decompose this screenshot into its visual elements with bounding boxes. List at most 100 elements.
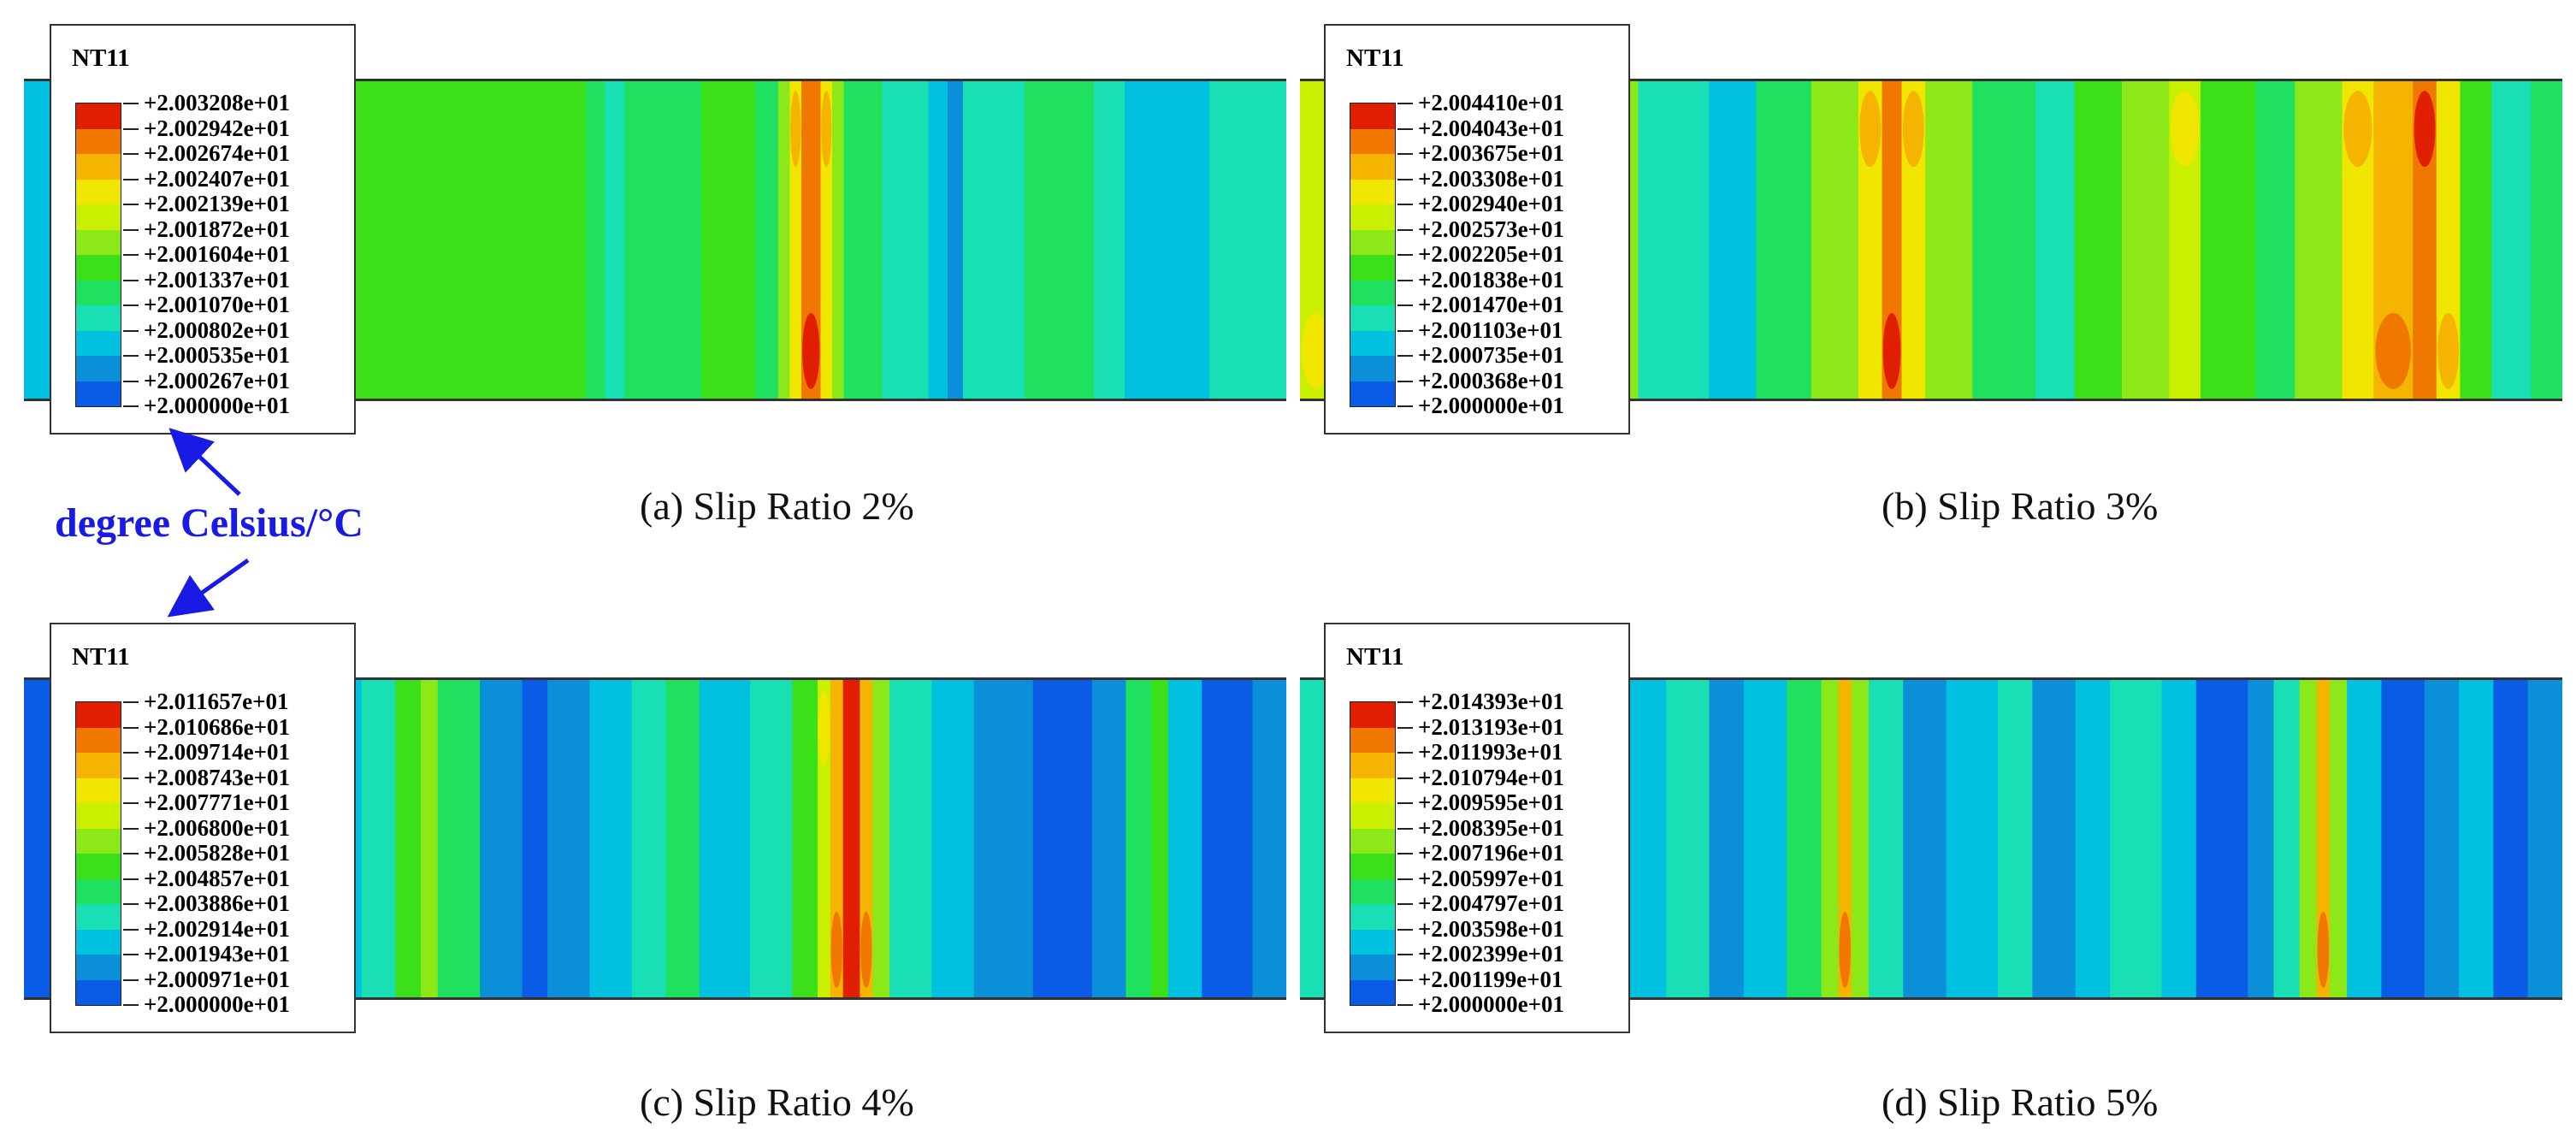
legend-label: +2.000000e+01 [1397, 991, 1564, 1018]
legend-swatch [1350, 828, 1396, 854]
legend-colorbar [75, 701, 121, 1006]
contour-band [605, 81, 626, 399]
contour-band [928, 81, 949, 399]
legend-swatch [75, 929, 121, 955]
legend-swatch [1350, 356, 1396, 381]
legend-label: +2.003675e+01 [1397, 140, 1564, 167]
contour-hotspot [790, 91, 801, 168]
contour-hotspot [2437, 312, 2460, 389]
contour-band [750, 680, 794, 997]
contour-band [589, 680, 634, 997]
contour-hotspot [2375, 312, 2411, 389]
contour-band [1202, 680, 1254, 997]
contour-band [624, 81, 703, 399]
legend-labels: +2.011657e+01 +2.010686e+01 +2.009714e+01 +… [123, 689, 290, 1018]
contour-band [1972, 81, 2037, 399]
contour-band [631, 680, 667, 997]
contour-band [1998, 680, 2034, 997]
legend-label: +2.000802e+01 [123, 317, 290, 344]
legend-d: NT11 +2.014393e+01 +2.013193e+01 +2.011993… [1324, 623, 1630, 1033]
legend-label: +2.010794e+01 [1397, 765, 1564, 791]
legend-swatch [75, 803, 121, 829]
legend-label: +2.001872e+01 [123, 216, 290, 243]
contour-band [2491, 81, 2532, 399]
legend-colorbar [1350, 701, 1396, 1006]
legend-label: +2.002407e+01 [123, 166, 290, 192]
legend-label: +2.000267e+01 [123, 368, 290, 394]
contour-band [1756, 81, 1813, 399]
legend-swatch [75, 229, 121, 255]
legend-label: +2.000971e+01 [123, 967, 290, 993]
contour-hotspot [818, 689, 830, 766]
legend-swatch [75, 777, 121, 803]
legend-label: +2.000535e+01 [123, 342, 290, 369]
contour-band [1025, 81, 1096, 399]
legend-labels: +2.003208e+01 +2.002942e+01 +2.002674e+01 +… [123, 90, 290, 419]
contour-band [1032, 680, 1094, 997]
legend-label: +2.000000e+01 [123, 393, 290, 419]
contour-band [832, 81, 845, 399]
legend-swatch [75, 979, 121, 1005]
legend-swatch [75, 128, 121, 154]
contour-hotspot [1859, 91, 1882, 168]
contour-band [361, 680, 397, 997]
contour-band [1787, 680, 1823, 997]
legend-swatch [1350, 878, 1396, 904]
legend-label: +2.004043e+01 [1397, 115, 1564, 142]
legend-a: NT11 +2.003208e+01 +2.002942e+01 +2.002674… [50, 24, 356, 435]
contour-band [2424, 680, 2461, 997]
contour-band [2074, 81, 2124, 399]
legend-label: +2.001604e+01 [123, 241, 290, 268]
contour-band [2122, 81, 2171, 399]
legend-label: +2.014393e+01 [1397, 689, 1564, 715]
legend-label: +2.003886e+01 [123, 890, 290, 917]
legend-swatch [75, 878, 121, 904]
arrow-up-icon [168, 428, 241, 496]
legend-label: +2.002399e+01 [1397, 941, 1564, 967]
contour-band [522, 680, 549, 997]
contour-band [2381, 680, 2426, 997]
legend-swatch [1350, 128, 1396, 154]
contour-band [1811, 81, 1860, 399]
legend-label: +2.001103e+01 [1397, 317, 1564, 344]
contour-band [421, 680, 440, 997]
caption-d: (d) Slip Ratio 5% [1882, 1080, 2159, 1124]
contour-band [1743, 680, 1788, 997]
legend-swatch [75, 753, 121, 778]
legend-swatch [1350, 753, 1396, 778]
contour-band [2493, 680, 2530, 997]
legend-swatch [75, 702, 121, 728]
caption-c: (c) Slip Ratio 4% [640, 1080, 914, 1124]
contour-band [1252, 680, 1286, 997]
contour-band [586, 81, 606, 399]
contour-hotspot [860, 911, 872, 988]
contour-hotspot [2317, 911, 2330, 988]
contour-band [1709, 680, 1746, 997]
legend-label: +2.001070e+01 [123, 292, 290, 318]
legend-swatch [1350, 154, 1396, 180]
contour-hotspot [802, 312, 820, 389]
contour-band [2075, 680, 2112, 997]
legend-swatch [1350, 979, 1396, 1005]
contour-hotspot [1902, 91, 1924, 168]
legend-label: +2.002914e+01 [123, 916, 290, 943]
contour-band [1151, 680, 1170, 997]
legend-label: +2.001470e+01 [1397, 292, 1564, 318]
contour-band [2347, 680, 2383, 997]
contour-band [1666, 680, 1711, 997]
legend-colorbar [1350, 103, 1396, 407]
contour-band [395, 680, 422, 997]
legend-label: +2.004410e+01 [1397, 90, 1564, 116]
contour-band [1638, 81, 1710, 399]
legend-label: +2.007771e+01 [123, 789, 290, 816]
contour-band [931, 680, 976, 997]
contour-band [2248, 680, 2275, 997]
legend-label: +2.008395e+01 [1397, 815, 1564, 842]
legend-swatch [75, 330, 121, 356]
contour-band [2161, 680, 2198, 997]
legend-swatch [1350, 904, 1396, 930]
legend-swatch [75, 305, 121, 331]
contour-band [432, 81, 588, 399]
contour-band [701, 81, 757, 399]
contour-band [1125, 81, 1211, 399]
